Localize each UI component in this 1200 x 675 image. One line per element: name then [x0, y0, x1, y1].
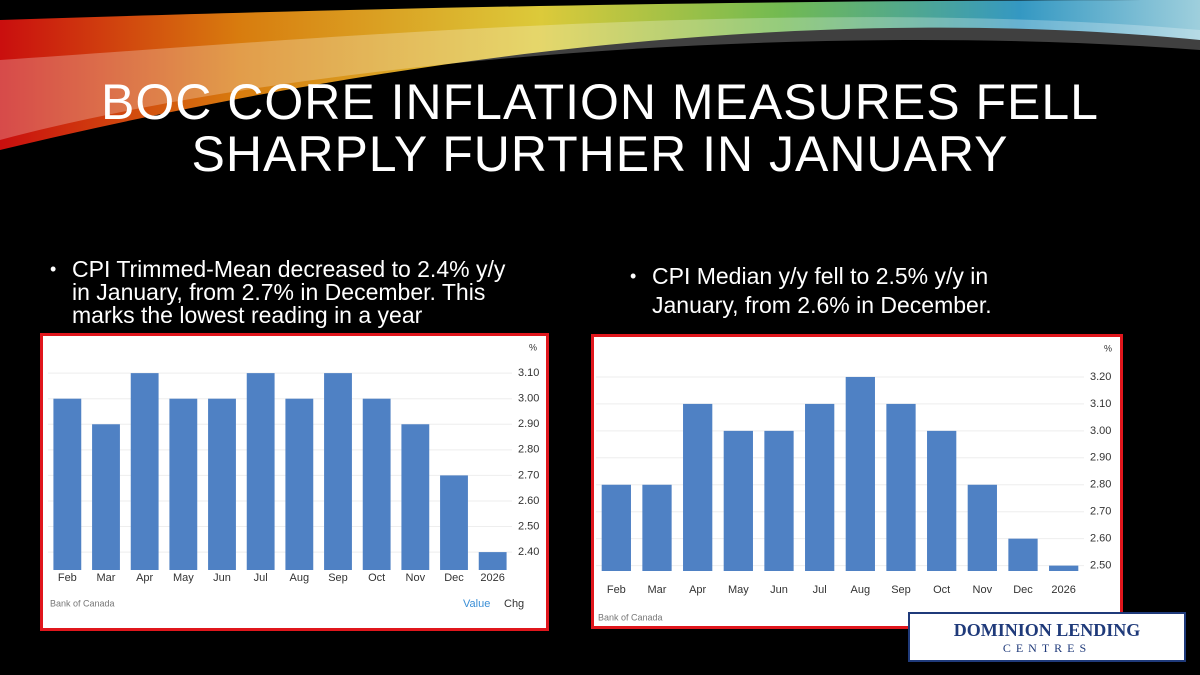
y-tick-label: 3.10 — [1090, 398, 1111, 410]
bar — [967, 484, 997, 571]
bar — [927, 430, 957, 571]
x-tick-label: Jul — [254, 572, 268, 584]
bar — [246, 373, 275, 570]
bullet: CPI Trimmed-Mean decreased to 2.4% y/y i… — [50, 258, 512, 327]
y-tick-label: 2.70 — [1090, 506, 1111, 518]
y-tick-label: 2.50 — [1090, 560, 1111, 572]
bar — [642, 484, 672, 571]
bullet: CPI Median y/y fell to 2.5% y/y in Janua… — [630, 262, 1072, 320]
x-tick-label: Dec — [444, 572, 464, 584]
bar — [324, 373, 352, 570]
source: Bank of Canada — [598, 612, 663, 622]
logo-text: DOMINION LENDING — [953, 620, 1141, 640]
decoration — [0, 0, 1200, 150]
x-tick-label: May — [728, 584, 749, 596]
unit-label: % — [1104, 343, 1112, 353]
x-tick-label: Oct — [368, 572, 385, 584]
bar — [478, 552, 507, 570]
x-tick-label: Apr — [689, 584, 706, 596]
x-tick-label: Aug — [290, 572, 310, 584]
bar — [208, 398, 236, 570]
bar — [401, 424, 430, 570]
x-tick-label: Nov — [973, 584, 993, 596]
x-tick-label: Jun — [213, 572, 231, 584]
bar — [1049, 565, 1079, 571]
y-tick-label: 3.00 — [1090, 425, 1111, 437]
y-tick-label: 3.00 — [518, 393, 539, 405]
x-tick-label: Oct — [933, 584, 950, 596]
bar — [53, 398, 82, 570]
bar — [723, 430, 753, 571]
x-tick-label: Jun — [770, 584, 788, 596]
x-tick-label: Mar — [648, 584, 667, 596]
toggle[interactable]: Value — [463, 598, 490, 610]
x-tick-label: Dec — [1013, 584, 1033, 596]
x-tick-label: Feb — [58, 572, 77, 584]
x-tick-label: Apr — [136, 572, 153, 584]
bar — [362, 398, 391, 570]
y-tick-label: 3.20 — [1090, 371, 1111, 383]
bar — [845, 376, 875, 571]
x-tick-label: Sep — [328, 572, 348, 584]
y-tick-label: 3.10 — [518, 367, 539, 379]
y-tick-label: 2.70 — [518, 469, 539, 481]
bar — [805, 403, 835, 571]
x-tick-label: Sep — [891, 584, 911, 596]
x-tick-label: Jul — [813, 584, 827, 596]
slide-title: BOC CORE INFLATION MEASURES FELL — [101, 74, 1099, 130]
bar — [130, 373, 159, 570]
y-tick-label: 2.90 — [518, 418, 539, 430]
y-tick-label: 2.90 — [1090, 452, 1111, 464]
bar — [1008, 538, 1038, 571]
y-tick-label: 2.60 — [518, 495, 539, 507]
toggle[interactable]: Chg — [504, 598, 524, 610]
bar — [886, 403, 916, 571]
y-tick-label: 2.80 — [1090, 479, 1111, 491]
logo: DOMINION LENDING CENTRES — [908, 612, 1186, 662]
y-tick-label: 2.50 — [518, 520, 539, 532]
x-tick-label: Aug — [851, 584, 871, 596]
bar — [764, 430, 794, 571]
bar — [683, 403, 713, 571]
x-tick-label: Feb — [607, 584, 626, 596]
bar — [440, 475, 468, 570]
y-tick-label: 2.60 — [1090, 533, 1111, 545]
x-tick-label: May — [173, 572, 194, 584]
logo-text: CENTRES — [1002, 641, 1092, 655]
unit-label: % — [529, 342, 537, 352]
y-tick-label: 2.80 — [518, 444, 539, 456]
slide-title: SHARPLY FURTHER IN JANUARY — [191, 126, 1009, 182]
bar — [601, 484, 631, 571]
x-tick-label: Nov — [406, 572, 426, 584]
source: Bank of Canada — [50, 598, 115, 608]
bar — [92, 424, 120, 570]
y-tick-label: 2.40 — [518, 546, 539, 558]
bar — [285, 398, 314, 570]
x-tick-label: 2026 — [1051, 584, 1075, 596]
bar — [169, 398, 198, 570]
x-tick-label: Mar — [97, 572, 116, 584]
x-tick-label: 2026 — [480, 572, 504, 584]
